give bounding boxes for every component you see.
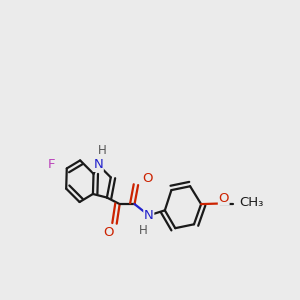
- Text: N: N: [93, 158, 103, 171]
- Text: N: N: [144, 209, 154, 222]
- Text: O: O: [103, 226, 114, 239]
- Text: CH₃: CH₃: [239, 196, 263, 209]
- Text: O: O: [142, 172, 152, 185]
- Text: F: F: [48, 158, 55, 171]
- Text: O: O: [218, 192, 229, 205]
- Text: H: H: [98, 143, 107, 157]
- Text: H: H: [139, 224, 147, 237]
